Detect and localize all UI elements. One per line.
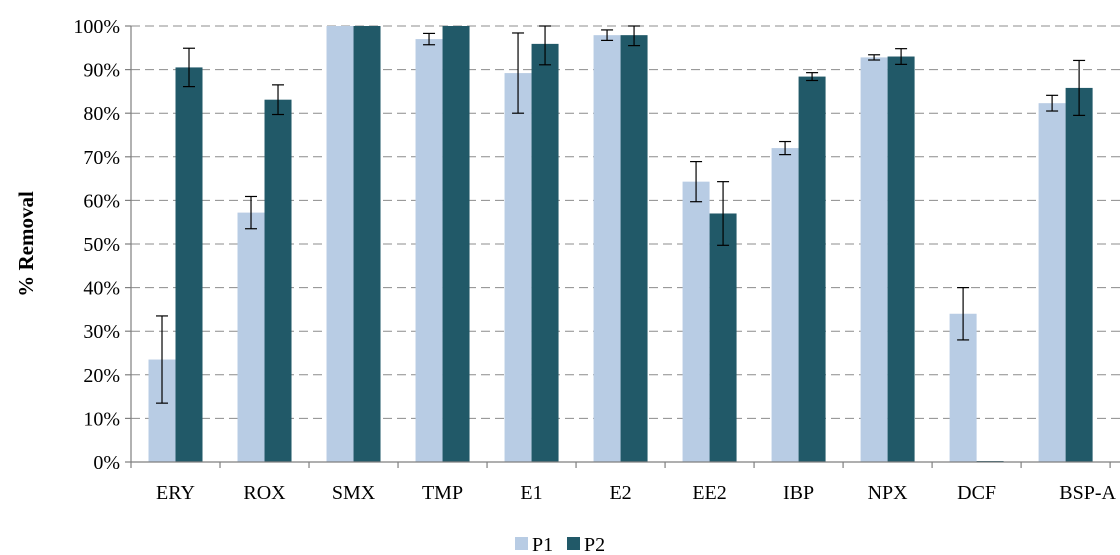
error-bar-p2-e1	[539, 25, 552, 66]
x-tick-label-tmp: TMP	[422, 482, 463, 504]
y-tick-label: 70%	[83, 147, 120, 169]
bar-p2-e2	[620, 35, 648, 462]
bar-p2-npx	[887, 56, 915, 463]
y-tick-label: 20%	[83, 365, 120, 387]
y-tick-label: 90%	[83, 60, 120, 82]
bar-p2-tmp	[442, 26, 470, 462]
bar-p1-smx	[326, 26, 354, 462]
legend-swatch	[567, 537, 580, 550]
bar-p1-tmp	[415, 39, 443, 463]
y-tick-label: 10%	[83, 408, 120, 430]
x-tick-label-e2: E2	[609, 482, 631, 504]
bars	[148, 26, 1093, 463]
bar-p1-rox	[237, 212, 265, 462]
x-tick-label-ery: ERY	[156, 482, 195, 504]
y-tick-label: 100%	[73, 16, 120, 38]
y-tick-label: 30%	[83, 321, 120, 343]
error-bar-p2-e2	[628, 25, 641, 47]
bar-p1-e1	[504, 73, 532, 462]
y-tick-label: 60%	[83, 190, 120, 212]
y-axis-label: % Removal	[14, 191, 38, 297]
legend-item-p2: P2	[567, 534, 605, 555]
bar-p2-ery	[175, 67, 203, 463]
error-bar-p2-npx	[895, 48, 908, 65]
bar-p1-ee2	[682, 181, 710, 463]
error-bar-p1-tmp	[423, 32, 436, 46]
x-tick-label-npx: NPX	[868, 482, 909, 504]
error-bar-p2-ery	[183, 47, 196, 88]
error-bar-p1-ee2	[690, 160, 703, 203]
legend-swatch	[515, 537, 528, 550]
x-tick-label-ee2: EE2	[692, 482, 726, 504]
x-tick-label-e1: E1	[520, 482, 542, 504]
error-bar-p1-e1	[512, 32, 525, 114]
bar-p2-smx	[353, 26, 381, 462]
error-bar-p2-ee2	[717, 181, 730, 246]
error-bar-p1-npx	[868, 54, 881, 61]
error-bar-p1-rox	[245, 195, 258, 230]
axes	[125, 25, 1120, 468]
bar-p1-e2	[593, 35, 621, 462]
y-tick-label: 40%	[83, 278, 120, 300]
y-tick-label: 0%	[93, 452, 120, 474]
bar-p2-e1	[531, 43, 559, 462]
x-tick-label-smx: SMX	[332, 482, 376, 504]
legend-item-p1: P1	[515, 534, 553, 555]
x-tick-label-ibp: IBP	[783, 482, 814, 504]
bar-p1-ibp	[771, 148, 799, 462]
bar-p1-npx	[860, 57, 888, 462]
y-tick-label: 50%	[83, 234, 120, 256]
x-tick-label-bsp-a: BSP-A	[1059, 482, 1116, 504]
error-bars	[156, 25, 1086, 404]
error-bar-p2-bsp-a	[1073, 59, 1086, 116]
legend: P1 P2	[515, 534, 605, 555]
error-bar-p1-ery	[156, 315, 169, 404]
error-bar-p1-dcf	[957, 287, 970, 341]
error-bar-p2-rox	[272, 84, 285, 116]
x-tick-label-dcf: DCF	[957, 482, 996, 504]
bar-p1-bsp-a	[1038, 103, 1066, 462]
bar-p2-ee2	[709, 213, 737, 462]
x-category-labels: ERY ROX SMX TMP E1 E2 EE2 IBP NPX DCF BSP-A	[156, 482, 1116, 504]
legend-label: P2	[584, 534, 605, 555]
error-bar-p2-ibp	[806, 72, 819, 82]
bar-p2-ibp	[798, 76, 826, 463]
legend-label: P1	[532, 534, 553, 555]
error-bar-p1-bsp-a	[1046, 94, 1059, 112]
y-tick-labels: 0% 10% 20% 30% 40% 50% 60% 70% 80% 90% 100%	[73, 16, 120, 474]
error-bar-p1-e2	[601, 29, 614, 41]
bar-p2-rox	[264, 99, 292, 463]
error-bar-p1-ibp	[779, 140, 792, 156]
y-tick-label: 80%	[83, 103, 120, 125]
bar-p2-bsp-a	[1065, 87, 1093, 463]
x-tick-label-rox: ROX	[243, 482, 286, 504]
